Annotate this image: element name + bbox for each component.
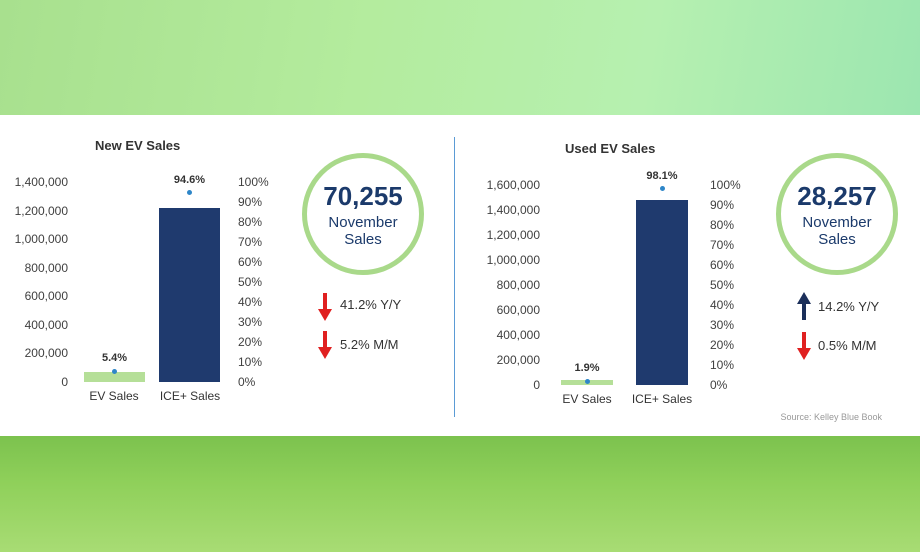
secondary-axis-tick-label: 90%	[238, 195, 263, 209]
bar-ice-sales	[159, 207, 220, 382]
secondary-axis-tick-label: 30%	[710, 318, 735, 332]
panel-divider	[454, 137, 455, 417]
share-point	[187, 190, 192, 196]
share-point	[112, 368, 117, 374]
arrow-down-icon	[318, 293, 332, 321]
share-data-label: 1.9%	[574, 362, 600, 375]
y-axis-tick-label: 1,000,000	[14, 232, 68, 247]
new-mom-change: 5.2% M/M	[340, 337, 399, 352]
secondary-axis-tick-label: 60%	[238, 255, 263, 269]
secondary-axis-tick-label: 80%	[238, 215, 263, 229]
secondary-axis-tick-label: 40%	[238, 295, 263, 309]
share-data-label: 98.1%	[646, 169, 678, 182]
used-sales-label: Sales	[818, 231, 856, 248]
secondary-axis-tick-label: 10%	[710, 358, 735, 372]
y-axis-tick-label: 600,000	[24, 289, 68, 304]
new-sales-label: Sales	[344, 231, 382, 248]
secondary-axis-tick-label: 100%	[710, 178, 741, 192]
secondary-axis-tick-label: 70%	[238, 235, 263, 249]
arrow-down-icon	[797, 332, 811, 360]
new-sales-circle: 70,255 November Sales	[302, 153, 424, 275]
chart-title: Used EV Sales	[565, 141, 656, 156]
y-axis-tick-label: 600,000	[496, 303, 540, 317]
secondary-axis-tick-label: 100%	[238, 175, 269, 189]
x-axis-category-label: EV Sales	[89, 389, 139, 403]
secondary-axis-tick-label: 70%	[710, 238, 735, 252]
secondary-axis-tick-label: 40%	[710, 298, 735, 312]
secondary-axis-tick-label: 50%	[238, 275, 263, 289]
used-sales-number: 28,257	[797, 181, 877, 211]
used-sales-month: November	[802, 214, 872, 231]
arrow-down-icon	[318, 331, 332, 359]
secondary-axis-tick-label: 80%	[710, 218, 735, 232]
secondary-axis-tick-label: 0%	[710, 378, 728, 392]
secondary-axis-tick-label: 20%	[238, 335, 263, 349]
y-axis-tick-label: 1,400,000	[14, 175, 68, 189]
y-axis-tick-label: 200,000	[496, 353, 540, 367]
y-axis-tick-label: 0	[533, 378, 540, 392]
arrow-up-icon	[797, 292, 811, 320]
used-yoy-change: 14.2% Y/Y	[818, 299, 880, 314]
x-axis-category-label: ICE+ Sales	[159, 389, 221, 403]
secondary-axis-tick-label: 90%	[710, 198, 735, 212]
x-axis-category-label: ICE+ Sales	[631, 392, 693, 406]
x-axis-category-label: EV Sales	[562, 392, 612, 406]
y-axis-tick-label: 400,000	[24, 317, 68, 332]
y-axis-tick-label: 1,000,000	[486, 253, 540, 267]
new-yoy-change: 41.2% Y/Y	[340, 297, 402, 312]
y-axis-tick-label: 200,000	[24, 346, 68, 361]
y-axis-tick-label: 1,600,000	[486, 178, 540, 192]
used-mom-change: 0.5% M/M	[818, 338, 877, 353]
y-axis-tick-label: 0	[61, 375, 68, 389]
share-point	[584, 378, 590, 384]
y-axis-tick-label: 400,000	[496, 328, 540, 342]
share-data-label: 94.6%	[173, 173, 206, 186]
background-top	[0, 0, 920, 115]
background-bottom	[0, 436, 920, 552]
y-axis-tick-label: 1,400,000	[486, 203, 540, 217]
bar-ev-sales	[84, 371, 145, 382]
secondary-axis-tick-label: 10%	[238, 355, 263, 369]
secondary-axis-tick-label: 60%	[710, 258, 735, 272]
share-data-label: 5.4%	[101, 352, 128, 365]
secondary-axis-tick-label: 50%	[710, 278, 735, 292]
new-sales-month: November	[328, 214, 398, 231]
new-sales-number: 70,255	[323, 181, 403, 211]
y-axis-tick-label: 1,200,000	[486, 228, 540, 242]
secondary-axis-tick-label: 30%	[238, 315, 263, 329]
y-axis-tick-label: 800,000	[496, 278, 540, 292]
y-axis-tick-label: 800,000	[24, 260, 68, 275]
infographic-panel: New EV Sales 1,400,000 1,200,000 1,000,000…	[0, 115, 920, 436]
share-point	[659, 186, 665, 192]
secondary-axis-tick-label: 20%	[710, 338, 735, 352]
secondary-axis-tick-label: 0%	[238, 375, 256, 389]
used-sales-circle: 28,257 November Sales	[776, 153, 898, 275]
source-note: Source: Kelley Blue Book	[780, 412, 882, 422]
y-axis-tick-label: 1,200,000	[14, 203, 68, 218]
chart-title: New EV Sales	[95, 138, 181, 153]
bar-ice-sales	[636, 200, 688, 385]
